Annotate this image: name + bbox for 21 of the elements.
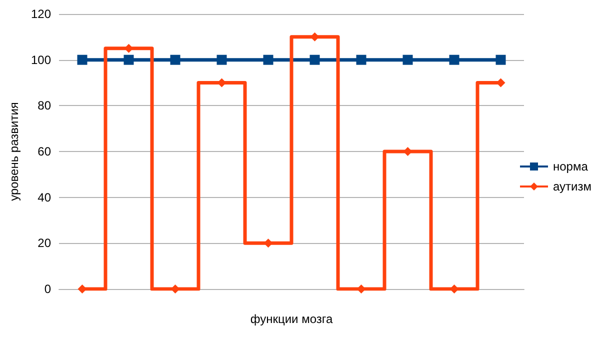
x-axis-title: функции мозга [250,312,333,326]
point [77,54,88,65]
point [310,54,320,65]
point [124,54,134,65]
point [356,54,366,65]
point [402,54,413,65]
y-tick-label: 100 [30,52,52,67]
y-axis-title: уровень развития [7,102,22,201]
point [170,54,180,65]
point [263,54,274,65]
legend-label: аутизм [553,180,592,194]
y-tick-label: 40 [38,190,52,204]
point [216,54,227,65]
point [449,54,460,65]
y-tick-label: 20 [38,236,52,250]
y-tick-label: 0 [44,282,52,296]
y-tick-label: 60 [38,144,52,158]
point [496,54,506,65]
y-tick-label: 120 [30,7,52,21]
y-tick-label: 80 [38,98,52,113]
legend-label: норма [553,160,588,174]
